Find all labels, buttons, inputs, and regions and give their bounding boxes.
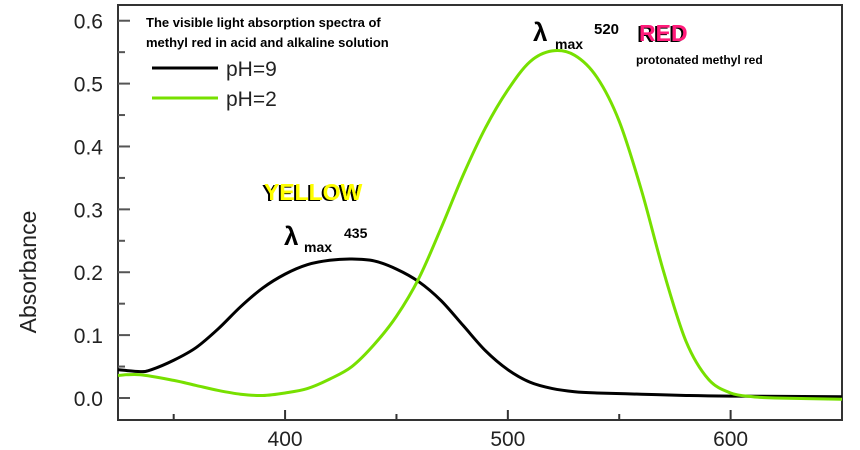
red-note: protonated methyl red — [636, 53, 763, 67]
chart-title-line-1: The visible light absorption spectra of — [146, 15, 381, 30]
y-tick-label: 0.5 — [74, 74, 103, 97]
lambda-520-symbol: λ — [533, 17, 548, 47]
x-tick-label: 500 — [490, 428, 525, 450]
y-axis-label: Absorbance — [15, 211, 41, 334]
series-line-ph9 — [117, 257, 843, 399]
yellow-label: YELLOW — [264, 179, 363, 205]
chart-title-line-2: methyl red in acid and alkaline solution — [146, 35, 389, 50]
legend-label-ph2: pH=2 — [226, 88, 277, 111]
lambda-435-symbol: λ — [284, 221, 299, 251]
y-tick-label: 0.2 — [74, 262, 103, 285]
y-tick-label: 0.6 — [74, 11, 103, 34]
legend-label-ph9: pH=9 — [226, 58, 277, 81]
lambda-520-value: 520 — [594, 21, 619, 38]
lambda-435-sub: max — [304, 239, 332, 255]
plot-frame — [117, 4, 843, 421]
lambda-520-sub: max — [555, 36, 583, 52]
y-tick-label: 0.3 — [74, 199, 103, 222]
x-tick-label: 400 — [268, 428, 303, 450]
series-line-ph2 — [117, 49, 843, 401]
lambda-435-value: 435 — [344, 225, 368, 241]
y-tick-label: 0.4 — [74, 136, 104, 159]
x-tick-label: 600 — [713, 428, 748, 450]
y-tick-label: 0.1 — [74, 325, 103, 348]
y-tick-label: 0.0 — [74, 388, 103, 411]
red-label: RED — [639, 20, 688, 46]
